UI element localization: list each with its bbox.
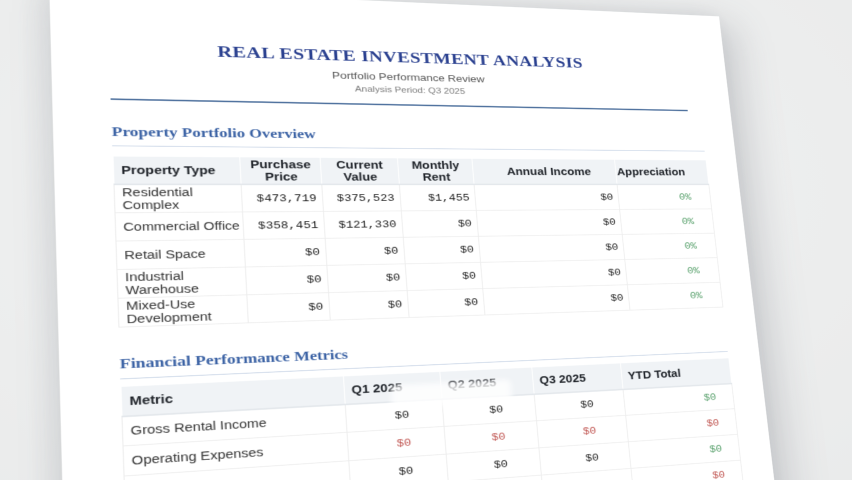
cell-appreciation: 0% bbox=[617, 184, 712, 210]
cell-purchase-price: $473,719 bbox=[241, 184, 324, 212]
document-page: REAL ESTATE INVESTMENT ANALYSIS Portfoli… bbox=[49, 0, 824, 480]
row-label: Retail Space bbox=[115, 239, 246, 270]
column-header-current-value: Current Value bbox=[320, 157, 400, 185]
cell-monthly-rent: $0 bbox=[407, 288, 485, 318]
cell-annual-income: $0 bbox=[478, 234, 625, 263]
portfolio-table: Property Type Purchase Price Current Val… bbox=[112, 155, 724, 328]
cell-current-value: $375,523 bbox=[321, 184, 402, 212]
portfolio-section: Property Portfolio Overview Property Typ… bbox=[111, 123, 724, 328]
row-label: Residential Complex bbox=[114, 184, 243, 213]
cell-appreciation: 0% bbox=[627, 282, 723, 311]
cell-monthly-rent: $1,455 bbox=[399, 184, 477, 211]
column-header-annual-income: Annual Income bbox=[471, 158, 618, 185]
financial-table: Metric Q1 2025 Q2 2025 Q3 2025 YTD Total… bbox=[120, 357, 744, 480]
cell-annual-income: $0 bbox=[474, 184, 620, 211]
cell-appreciation: 0% bbox=[624, 257, 721, 285]
cell-current-value: $0 bbox=[326, 263, 408, 293]
cell-appreciation: 0% bbox=[622, 233, 718, 260]
cell-current-value: $0 bbox=[328, 290, 410, 321]
cell-annual-income: $0 bbox=[482, 284, 630, 315]
cell-monthly-rent: $0 bbox=[401, 210, 479, 238]
row-label: Industrial Warehouse bbox=[116, 266, 247, 299]
row-label: Commercial Office bbox=[114, 211, 244, 242]
cell-annual-income: $0 bbox=[480, 259, 628, 289]
cell-purchase-price: $0 bbox=[245, 265, 329, 295]
column-header-purchase-price: Purchase Price bbox=[239, 156, 322, 185]
portfolio-section-heading: Property Portfolio Overview bbox=[111, 123, 705, 152]
header-divider-rule bbox=[110, 98, 688, 112]
row-label: Mixed-Use Development bbox=[117, 294, 249, 328]
cell-purchase-price: $0 bbox=[243, 238, 327, 267]
document-header: REAL ESTATE INVESTMENT ANALYSIS Portfoli… bbox=[49, 0, 729, 103]
cell-annual-income: $0 bbox=[476, 209, 623, 237]
cell-monthly-rent: $0 bbox=[405, 262, 483, 291]
cell-current-value: $0 bbox=[325, 237, 406, 266]
cell-monthly-rent: $0 bbox=[403, 236, 481, 264]
portfolio-header-row: Property Type Purchase Price Current Val… bbox=[113, 156, 709, 185]
cell-current-value: $121,330 bbox=[323, 210, 404, 239]
column-header-appreciation: Appreciation bbox=[614, 159, 709, 185]
cell-appreciation: 0% bbox=[619, 208, 715, 235]
column-header-property-type: Property Type bbox=[113, 156, 242, 185]
cell-purchase-price: $358,451 bbox=[242, 211, 326, 240]
cell-purchase-price: $0 bbox=[246, 292, 331, 323]
column-header-monthly-rent: Monthly Rent bbox=[397, 157, 475, 185]
